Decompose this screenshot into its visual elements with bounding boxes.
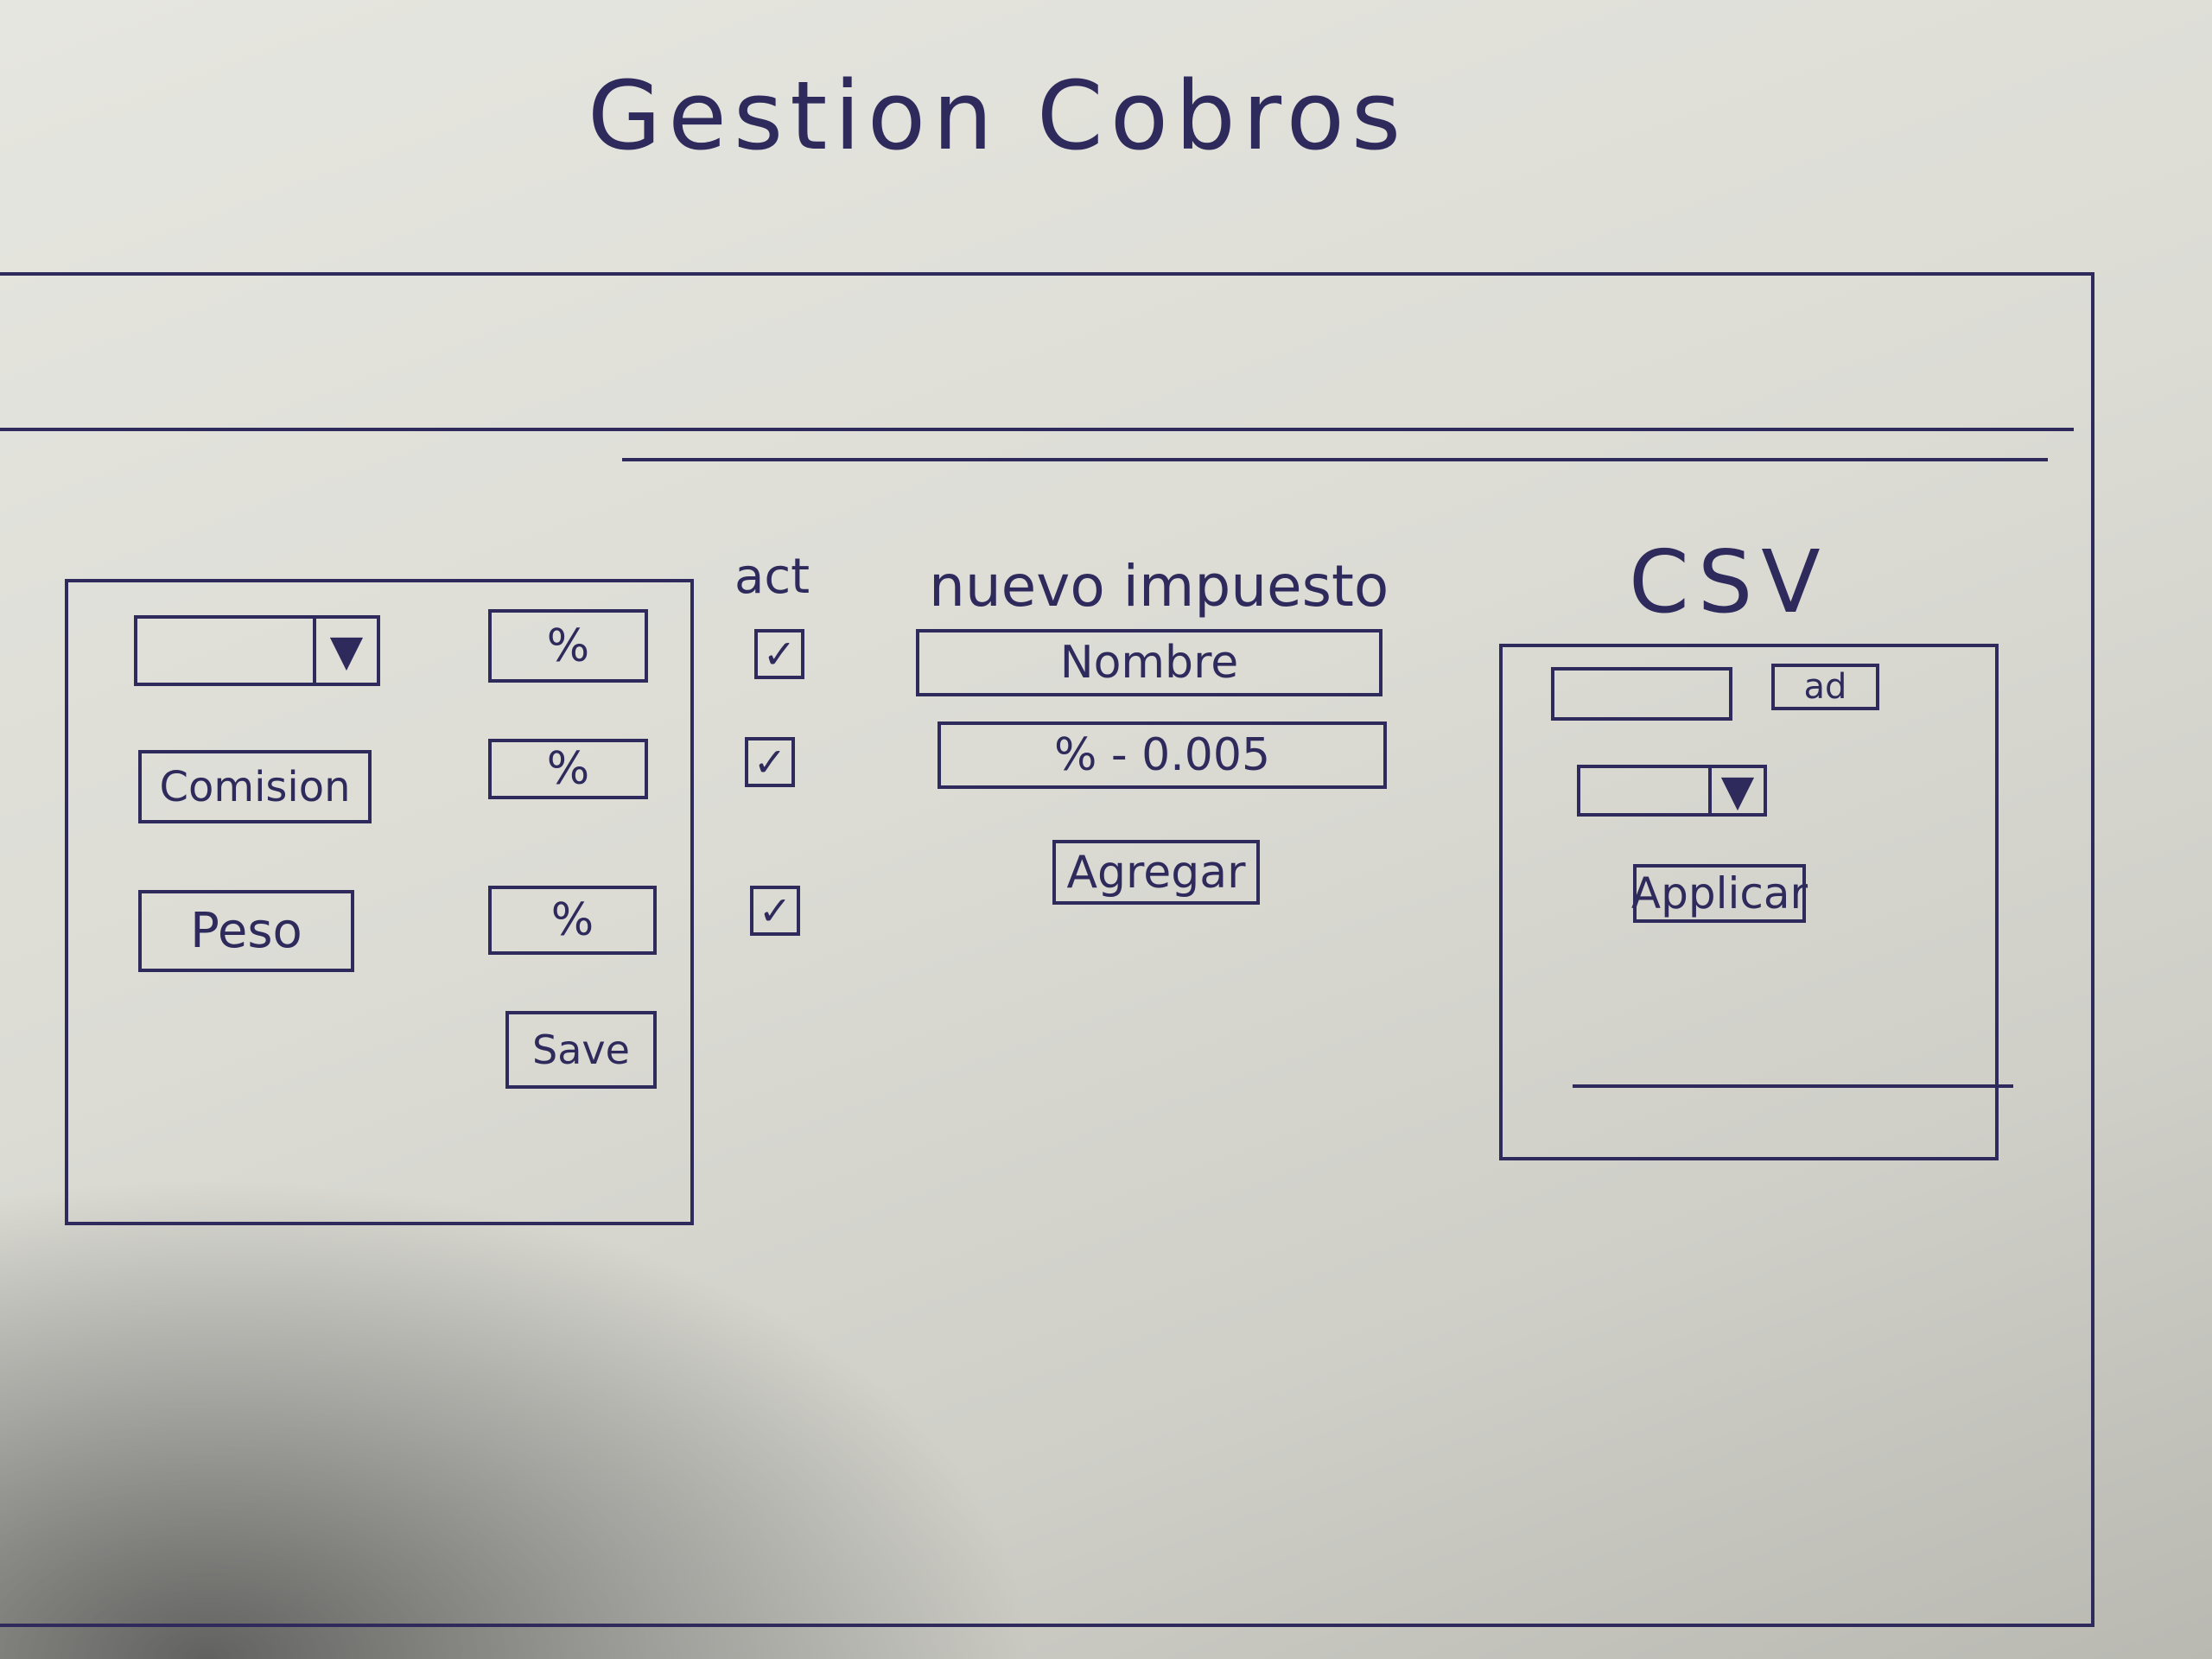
checkbox-checked-icon: ✓ [753, 739, 787, 785]
csv-panel-footer-line [1573, 1084, 2013, 1088]
csv-add-button-label: ad [1803, 667, 1847, 707]
csv-panel [1499, 644, 1999, 1160]
tax-percent-value-2: % [546, 743, 590, 795]
tax-percent-input-1[interactable]: % [488, 609, 648, 683]
new-tax-name-placeholder: Nombre [1059, 637, 1239, 689]
add-tax-button[interactable]: Agregar [1052, 840, 1260, 905]
app-window [0, 272, 2094, 1627]
checkbox-checked-icon: ✓ [758, 887, 792, 934]
add-tax-button-label: Agregar [1066, 846, 1246, 899]
save-button-label: Save [532, 1027, 630, 1073]
tax-percent-input-2[interactable]: % [488, 739, 648, 799]
tax-name-value-peso: Peso [190, 903, 302, 959]
new-tax-percent-placeholder: % - 0.005 [1053, 729, 1271, 781]
active-checkbox-1[interactable]: ✓ [754, 629, 804, 679]
apply-button-label: Applicar [1630, 868, 1808, 918]
active-column-header: act [734, 549, 810, 605]
chevron-down-icon: ▼ [1708, 766, 1764, 816]
tax-percent-value-1: % [546, 620, 590, 672]
tax-name-input-peso[interactable]: Peso [138, 890, 354, 972]
save-button[interactable]: Save [505, 1011, 657, 1089]
csv-heading: CSV [1629, 531, 1829, 632]
header-divider-inner [622, 458, 2048, 461]
tax-percent-input-3[interactable]: % [488, 886, 657, 955]
csv-file-input[interactable] [1551, 667, 1732, 721]
new-tax-heading: nuevo impuesto [929, 553, 1389, 620]
app-title: Gestion Cobros [588, 60, 1408, 171]
tax-name-input-comision[interactable]: Comision [138, 750, 372, 823]
csv-dropdown[interactable]: ▼ [1577, 765, 1767, 817]
chevron-down-icon: ▼ [313, 619, 377, 683]
tax-percent-value-3: % [550, 894, 594, 946]
active-checkbox-2[interactable]: ✓ [745, 737, 795, 787]
apply-button[interactable]: Applicar [1630, 864, 1808, 923]
new-tax-percent-input[interactable]: % - 0.005 [938, 721, 1387, 789]
tax-panel [65, 579, 694, 1225]
active-checkbox-3[interactable]: ✓ [750, 886, 800, 936]
new-tax-name-input[interactable]: Nombre [916, 629, 1382, 696]
header-divider [0, 428, 2074, 431]
csv-add-button[interactable]: ad [1771, 664, 1879, 710]
tax-name-dropdown[interactable]: ▼ [134, 615, 380, 686]
tax-name-value-comision: Comision [159, 762, 351, 811]
checkbox-checked-icon: ✓ [762, 631, 797, 677]
